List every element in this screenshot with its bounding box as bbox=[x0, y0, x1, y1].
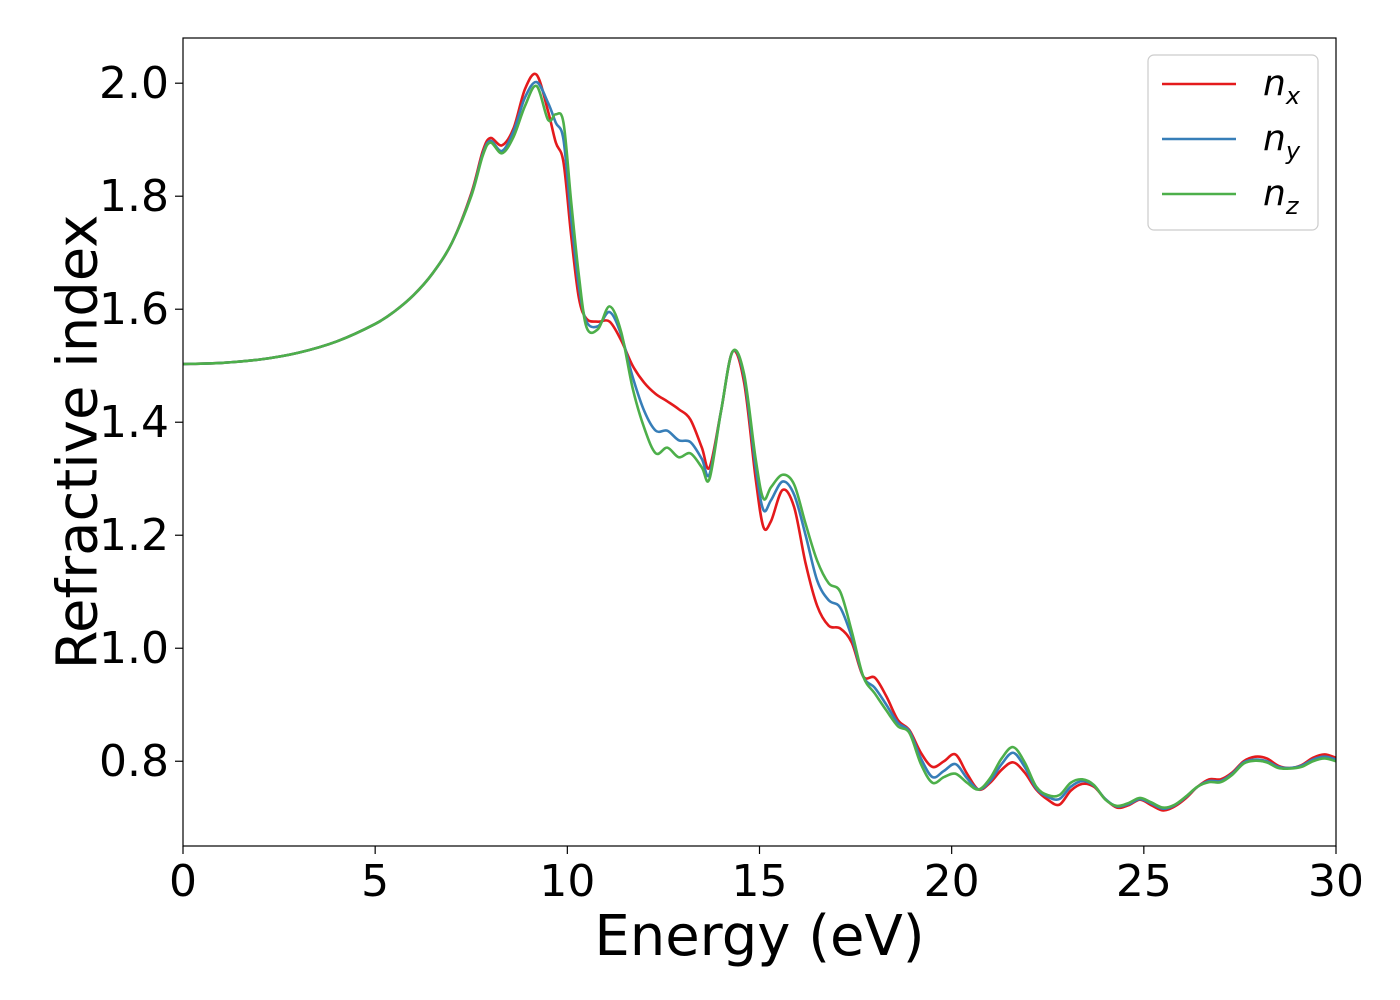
legend-box bbox=[1147, 54, 1319, 231]
x-tick-label: 10 bbox=[539, 856, 595, 907]
y-tick-label: 1.0 bbox=[99, 623, 169, 674]
y-axis-label: Refractive index bbox=[46, 215, 111, 670]
legend-label-z: nz bbox=[1263, 173, 1300, 220]
x-tick-label: 20 bbox=[924, 856, 980, 907]
x-tick-label: 15 bbox=[732, 856, 788, 907]
legend-label-base: n bbox=[1263, 118, 1286, 159]
legend-label-subscript: x bbox=[1285, 82, 1301, 110]
y-tick-label: 0.8 bbox=[99, 736, 169, 787]
x-tick-label: 30 bbox=[1308, 856, 1364, 907]
series-line-z bbox=[183, 84, 1336, 809]
x-tick-label: 25 bbox=[1116, 856, 1172, 907]
y-tick-label: 1.6 bbox=[99, 284, 169, 335]
x-axis-label: Energy (eV) bbox=[594, 904, 924, 969]
series-line-x bbox=[183, 72, 1336, 812]
legend-label-x: nx bbox=[1263, 63, 1301, 110]
y-axis-ticks: 0.8 1.0 1.2 1.4 1.6 1.8 2.0 bbox=[99, 58, 183, 787]
legend-label-subscript: z bbox=[1285, 192, 1300, 220]
legend-label-y: ny bbox=[1263, 118, 1301, 165]
y-tick-label: 1.4 bbox=[99, 397, 169, 448]
legend-label-base: n bbox=[1263, 63, 1286, 104]
series-layer bbox=[183, 72, 1336, 812]
legend-label-base: n bbox=[1263, 173, 1286, 214]
y-tick-label: 2.0 bbox=[99, 58, 169, 109]
y-tick-label: 1.8 bbox=[99, 171, 169, 222]
legend-label-subscript: y bbox=[1285, 137, 1301, 165]
x-axis-ticks: 0 5 10 15 20 25 30 bbox=[169, 846, 1364, 907]
x-tick-label: 5 bbox=[361, 856, 389, 907]
x-tick-label: 0 bbox=[169, 856, 197, 907]
y-tick-label: 1.2 bbox=[99, 510, 169, 561]
